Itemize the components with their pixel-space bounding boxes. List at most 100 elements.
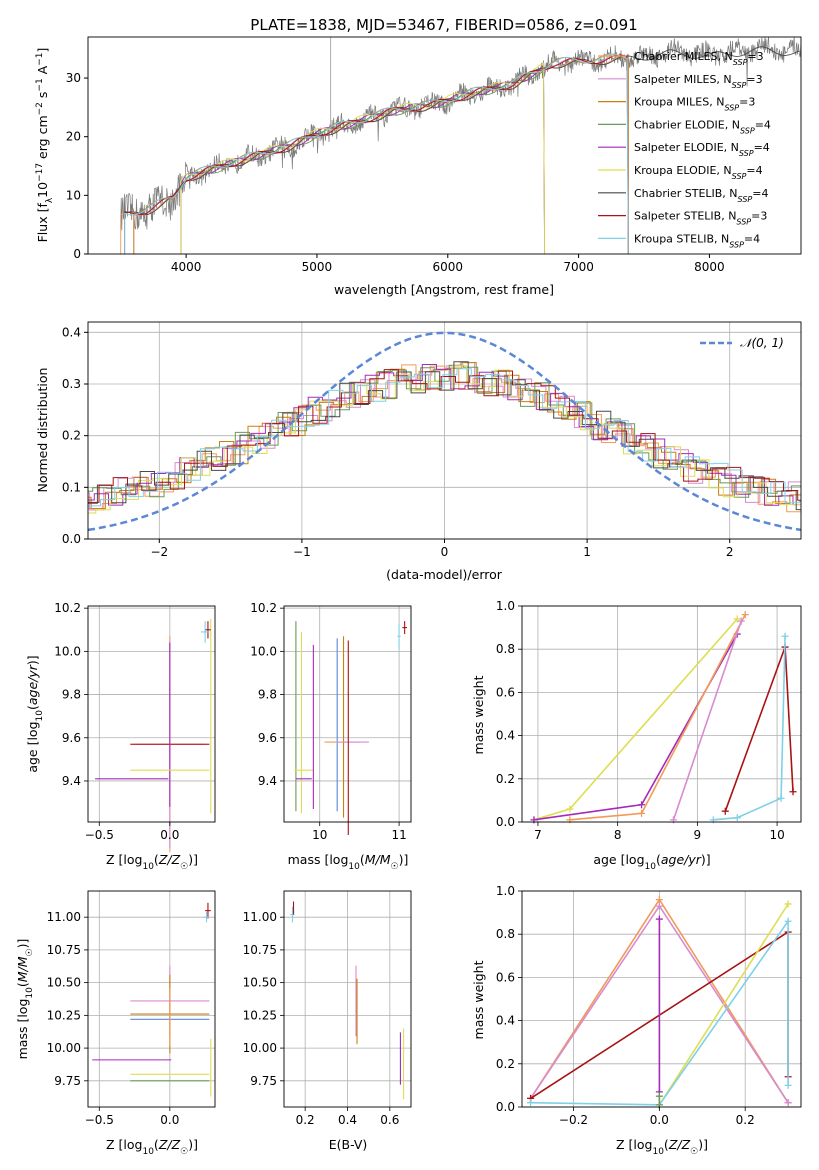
y-tick-label: 9.8	[258, 688, 277, 702]
legend-label: Chabrier ELODIE, NSSP=4	[634, 118, 771, 135]
x-tick-label: 8	[614, 828, 622, 842]
normal-legend-label: 𝒩(0, 1)	[740, 336, 784, 350]
x-tick-label: 5000	[302, 260, 333, 274]
y-tick-label: 10.50	[243, 976, 277, 990]
weight-vs-age-frame	[521, 605, 802, 823]
y-tick-label: 0.2	[496, 1057, 515, 1071]
y-tick-label: 0.4	[496, 1014, 515, 1028]
y-tick-label: 10	[66, 188, 81, 202]
spectrum-clip-group	[120, 37, 801, 254]
x-tick-label: −0.5	[85, 1113, 114, 1127]
model-spectrum	[133, 54, 629, 254]
weight-vs-Z-panel: −0.2 0.0 0.2 0.0 0.2 0.4 0.6 0.8 1.0	[496, 884, 802, 1127]
weight-point-marker	[789, 788, 797, 796]
age-vs-mass-panel: 10 11 9.4 9.6 9.8 10.0 10.2	[250, 601, 412, 842]
weight-vs-age-ylabel: mass weight	[471, 675, 486, 754]
model-spectrum	[124, 54, 629, 254]
y-tick-label: 9.75	[54, 1074, 81, 1088]
x-tick-label: 0	[441, 545, 449, 559]
weight-point-marker	[566, 805, 574, 813]
residual-histogram	[88, 369, 801, 503]
y-tick-label: 0.3	[62, 377, 81, 391]
x-tick-label: 8000	[694, 260, 725, 274]
y-tick-label: 0.4	[62, 325, 81, 339]
weight-series-line	[569, 614, 746, 821]
age-vs-Z-marks	[95, 618, 212, 853]
age-vs-Z-ylabel: age [log10(age/yr)]	[25, 655, 45, 772]
mass-vs-Z-xlabel: Z [log10(Z/Z☉)]	[106, 1137, 198, 1157]
y-tick-label: 0.0	[62, 532, 81, 546]
weight-vs-Z-xlabel: Z [log10(Z/Z☉)]	[616, 1137, 708, 1157]
weight-vs-age-axes: 7 8 9 10 0.0 0.2 0.4 0.6 0.8 1.0	[496, 599, 802, 842]
x-tick-label: 6000	[432, 260, 463, 274]
mass-vs-EBV-xlabel: E(B-V)	[329, 1137, 368, 1152]
age-vs-mass-axes: 10 11 9.4 9.6 9.8 10.0 10.2	[250, 601, 412, 842]
y-tick-label: 10.25	[243, 1008, 277, 1022]
x-tick-label: −0.5	[85, 828, 114, 842]
residuals-ticks: −2 −1 0 1 2 0.0 0.1 0.2 0.3 0.4	[62, 325, 734, 559]
y-tick-label: 0.6	[496, 970, 515, 984]
x-tick-label: 7000	[563, 260, 594, 274]
spectrum-ticks: 4000 5000 6000 7000 8000 0 10 20 30	[66, 71, 725, 274]
legend-label: Salpeter ELODIE, NSSP=4	[634, 141, 770, 158]
y-tick-label: 9.75	[250, 1074, 277, 1088]
weight-series-line	[533, 633, 738, 821]
weight-point-marker	[784, 900, 792, 908]
y-tick-label: 1.0	[496, 884, 515, 898]
x-tick-label: −1	[293, 545, 311, 559]
weight-point-marker	[777, 794, 785, 802]
spectrum-ylabel: Flux [fλ10−17 erg cm−2 s−1 A−1]	[35, 48, 55, 243]
residual-histogram	[88, 365, 801, 514]
observed-spectrum	[120, 37, 801, 231]
y-tick-label: 11.00	[47, 910, 81, 924]
y-tick-label: 0.2	[62, 429, 81, 443]
weight-point-marker	[721, 807, 729, 815]
age-vs-Z-grid	[88, 606, 215, 822]
age-vs-mass-grid	[284, 606, 411, 822]
model-spectrum	[124, 53, 629, 254]
y-tick-label: 10.2	[54, 601, 81, 615]
x-tick-label: −2	[150, 545, 168, 559]
y-tick-label: 20	[66, 130, 81, 144]
weight-vs-Z-marks	[527, 896, 792, 1109]
weight-point-marker	[784, 1081, 792, 1089]
y-tick-label: 0.6	[496, 685, 515, 699]
y-tick-label: 9.8	[62, 688, 81, 702]
mass-vs-Z-ylabel: mass [log10(M/M☉)]	[15, 939, 35, 1060]
weight-vs-age-xlabel: age [log10(age/yr)]	[593, 852, 710, 872]
legend-label: Salpeter MILES, NSSP=3	[634, 73, 763, 90]
model-spectrum	[133, 53, 629, 254]
residual-histogram	[88, 361, 801, 511]
weight-point-marker	[655, 896, 663, 904]
normal-curve	[88, 331, 801, 532]
mass-vs-EBV-panel: 0.2 0.4 0.6 9.75 10.00 10.25 10.50 10.75 11.00	[243, 890, 412, 1127]
mass-vs-Z-panel: −0.5 0.0 9.75 10.00 10.25 10.50 10.75 11.00	[47, 890, 216, 1127]
residuals-xlabel: (data-model)/error	[386, 567, 503, 582]
y-tick-label: 0.0	[496, 1100, 515, 1114]
residuals-legend: 𝒩(0, 1)	[700, 336, 784, 350]
model-spectrum	[180, 64, 546, 254]
weight-point-marker	[655, 915, 663, 923]
spectrum-lines	[120, 37, 801, 254]
mass-vs-Z-frame	[87, 890, 216, 1108]
y-tick-label: 0.1	[62, 480, 81, 494]
weight-series-line	[713, 636, 786, 821]
residual-histogram	[88, 364, 801, 498]
x-tick-label: 9	[694, 828, 702, 842]
y-tick-label: 0.8	[496, 642, 515, 656]
figure-title: PLATE=1838, MJD=53467, FIBERID=0586, z=0…	[250, 16, 637, 34]
legend-label: Kroupa STELIB, NSSP=4	[634, 232, 760, 249]
y-tick-label: 0.8	[496, 927, 515, 941]
y-tick-label: 9.4	[62, 774, 81, 788]
spectrum-xlabel: wavelength [Angstrom, rest frame]	[334, 282, 554, 297]
age-vs-mass-xlabel: mass [log10(M/M☉)]	[288, 852, 409, 872]
weight-point-marker	[638, 809, 646, 817]
spectrum-frame	[87, 36, 802, 255]
y-tick-label: 0.2	[496, 772, 515, 786]
x-tick-label: 0.4	[338, 1113, 357, 1127]
x-tick-label: 0.0	[160, 1113, 179, 1127]
x-tick-label: 10	[769, 828, 784, 842]
residual-histogram	[88, 368, 801, 507]
spectrum-legend: Chabrier MILES, NSSP=3 Salpeter MILES, NS…	[598, 50, 771, 249]
y-tick-label: 9.4	[258, 774, 277, 788]
